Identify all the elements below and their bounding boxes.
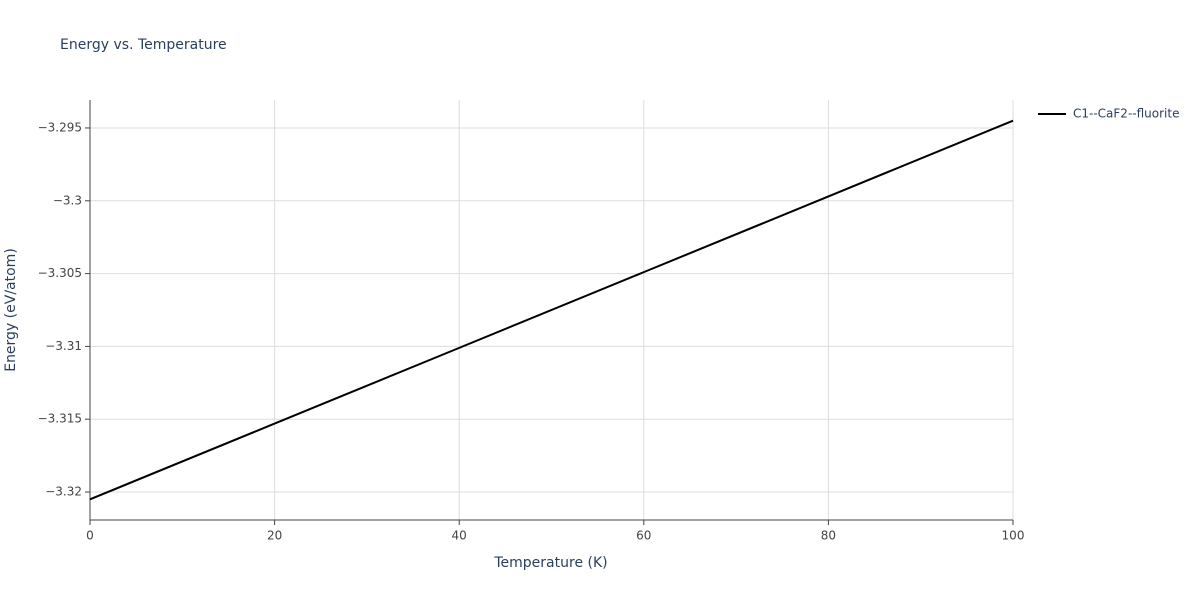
y-tick-label: −3.315	[38, 412, 82, 426]
x-tick-label: 0	[86, 529, 94, 543]
x-axis-title: Temperature (K)	[493, 555, 607, 571]
y-tick-label: −3.3	[53, 193, 82, 207]
x-tick-label: 20	[267, 529, 282, 543]
data-line	[89, 119, 1014, 501]
y-tick-label: −3.305	[38, 266, 82, 280]
x-tick-label: 60	[636, 529, 651, 543]
y-tick-label: −3.31	[45, 339, 82, 353]
y-tick-label: −3.32	[45, 485, 82, 499]
x-tick-label: 40	[452, 529, 467, 543]
grid	[89, 100, 1014, 520]
y-axis-title: Energy (eV/atom)	[3, 248, 19, 372]
legend-label: C1--CaF2--fluorite	[1073, 107, 1179, 121]
x-tick-label: 100	[1002, 529, 1025, 543]
y-tick-label: −3.295	[38, 120, 82, 134]
x-tick-label: 80	[821, 529, 836, 543]
chart-title: Energy vs. Temperature	[60, 37, 227, 53]
